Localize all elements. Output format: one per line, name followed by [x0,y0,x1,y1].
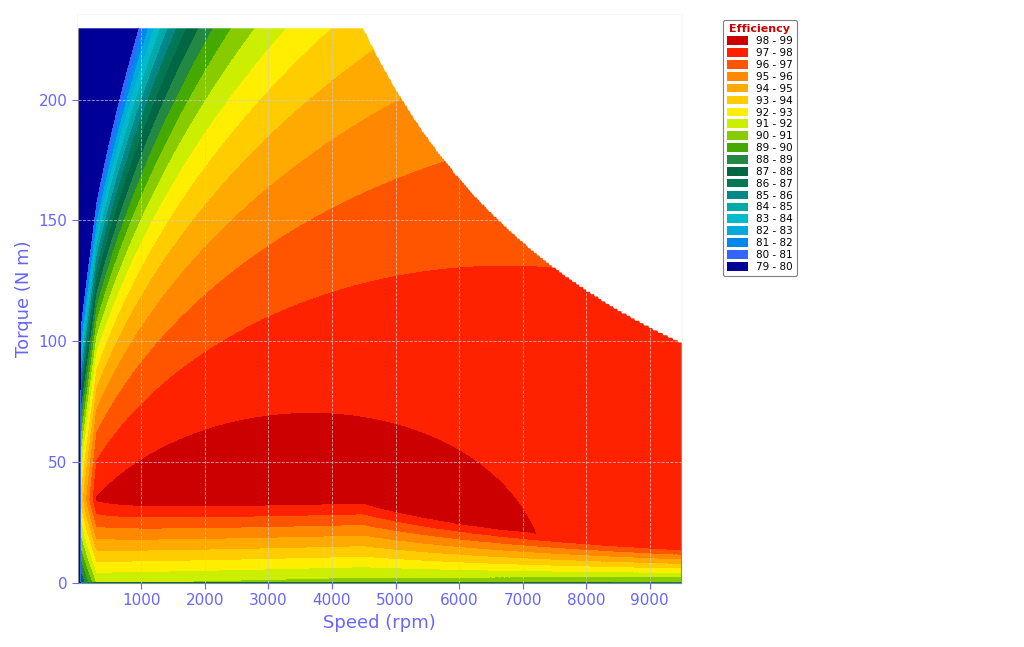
X-axis label: Speed (rpm): Speed (rpm) [324,614,436,632]
Legend: 98 - 99, 97 - 98, 96 - 97, 95 - 96, 94 - 95, 93 - 94, 92 - 93, 91 - 92, 90 - 91,: 98 - 99, 97 - 98, 96 - 97, 95 - 96, 94 -… [723,20,797,276]
Y-axis label: Torque (N m): Torque (N m) [15,241,33,357]
